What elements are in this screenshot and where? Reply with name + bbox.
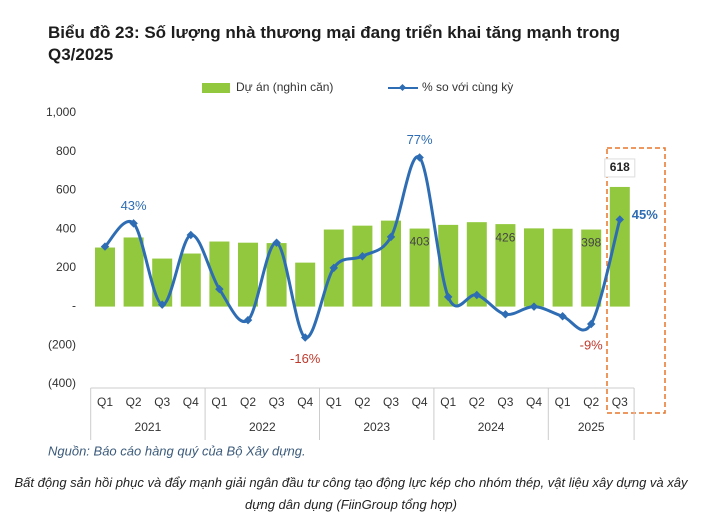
bar xyxy=(581,229,602,307)
x-tick-label: Q3 xyxy=(269,395,285,409)
value-label: 43% xyxy=(121,198,147,213)
x-tick-label: Q1 xyxy=(211,395,227,409)
line-marker xyxy=(272,238,281,247)
x-tick-label: Q1 xyxy=(326,395,342,409)
group-label: 2024 xyxy=(478,420,505,434)
value-label: -9% xyxy=(580,337,604,352)
line-marker xyxy=(186,230,196,240)
group-label: 2021 xyxy=(135,420,162,434)
x-tick-label: Q3 xyxy=(497,395,513,409)
bar xyxy=(524,228,544,307)
y-tick-label: 1,000 xyxy=(46,105,76,119)
x-tick-label: Q2 xyxy=(469,395,485,409)
x-tick-label: Q4 xyxy=(183,395,199,409)
line-marker xyxy=(300,333,310,342)
line-marker xyxy=(529,302,539,311)
x-tick-label: Q2 xyxy=(354,395,370,409)
bar xyxy=(95,247,115,307)
line-marker xyxy=(243,315,253,325)
legend-marker xyxy=(398,83,407,92)
value-label: 403 xyxy=(410,235,430,249)
line-marker xyxy=(215,284,224,294)
source: Nguồn: Báo cáo hàng quý của Bộ Xây dựng. xyxy=(48,443,306,458)
bar xyxy=(152,258,173,307)
line-marker xyxy=(472,290,482,300)
bar xyxy=(238,242,258,307)
x-tick-label: Q2 xyxy=(240,395,256,409)
y-tick-label: 200 xyxy=(56,260,76,274)
line-marker xyxy=(157,300,167,309)
line-marker xyxy=(100,242,110,251)
line-marker xyxy=(443,292,453,302)
line-marker xyxy=(129,219,138,228)
group-label: 2022 xyxy=(249,420,276,434)
bar xyxy=(295,262,316,307)
x-tick-label: Q1 xyxy=(440,395,456,409)
line-marker xyxy=(415,153,424,162)
bar xyxy=(466,222,487,307)
bar xyxy=(180,253,201,307)
x-tick-label: Q1 xyxy=(555,395,571,409)
x-tick-label: Q2 xyxy=(126,395,142,409)
chart: Nguồn: Báo cáo hàng quý của Bộ Xây dựng.… xyxy=(46,80,666,458)
value-label: 618 xyxy=(610,160,630,174)
y-tick-label: (200) xyxy=(48,337,76,351)
bar xyxy=(266,243,287,307)
y-tick-label: 800 xyxy=(56,144,76,158)
value-label: 77% xyxy=(407,132,433,147)
group-label: 2025 xyxy=(578,420,605,434)
y-tick-label: 400 xyxy=(56,221,76,235)
highlight-box xyxy=(606,147,666,414)
chart-title: Biểu đồ 23: Số lượng nhà thương mại đang… xyxy=(48,23,621,64)
x-tick-label: Q3 xyxy=(383,395,399,409)
x-tick-label: Q2 xyxy=(583,395,599,409)
line-marker xyxy=(501,310,510,319)
value-label-box xyxy=(604,158,636,178)
x-tick-label: Q3 xyxy=(612,395,628,409)
x-tick-label: Q4 xyxy=(297,395,313,409)
x-tick-label: Q3 xyxy=(154,395,170,409)
value-label: 426 xyxy=(495,230,515,244)
line-marker xyxy=(329,263,339,273)
caption: Bất động sản hồi phục và đẩy mạnh giải n… xyxy=(14,475,688,512)
line-marker xyxy=(558,312,567,321)
line-marker xyxy=(358,252,367,261)
bar xyxy=(409,228,430,307)
legend-swatch xyxy=(202,83,230,93)
value-label: -16% xyxy=(290,351,321,366)
y-tick-label: 600 xyxy=(56,183,76,197)
y-tick-label: (400) xyxy=(48,376,76,390)
value-label: 45% xyxy=(632,207,658,222)
bar xyxy=(352,225,373,307)
y-tick-label: - xyxy=(72,299,76,313)
x-tick-label: Q1 xyxy=(97,395,113,409)
group-label: 2023 xyxy=(363,420,390,434)
value-label: 398 xyxy=(581,236,601,250)
bar xyxy=(438,224,459,307)
legend-label: Dự án (nghìn căn) xyxy=(236,80,333,94)
bar xyxy=(209,241,230,307)
bar xyxy=(495,224,516,307)
line-marker xyxy=(386,232,396,242)
line-marker xyxy=(586,319,596,329)
bar xyxy=(552,228,573,307)
legend-label: % so với cùng kỳ xyxy=(422,80,513,94)
x-tick-label: Q4 xyxy=(412,395,428,409)
bar xyxy=(609,186,630,307)
bar xyxy=(123,237,144,307)
x-tick-label: Q4 xyxy=(526,395,542,409)
